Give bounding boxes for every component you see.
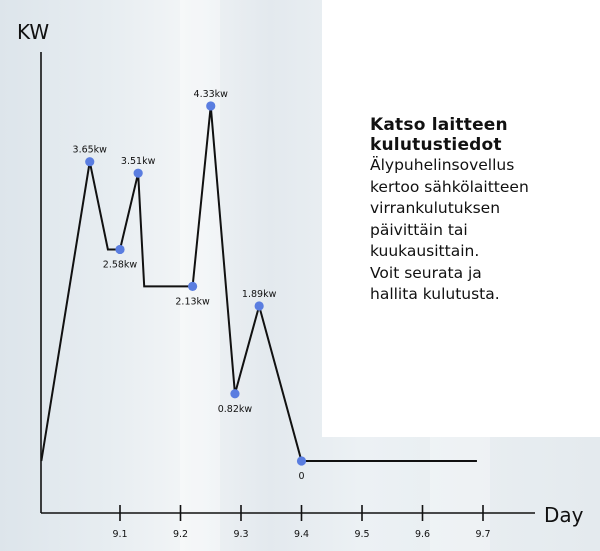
- data-point: [115, 244, 125, 255]
- data-label: 1.89kw: [242, 289, 277, 300]
- info-heading-line-1: Katso laitteen: [370, 115, 508, 135]
- x-tick-label: 9.6: [415, 529, 430, 540]
- data-point: [85, 157, 95, 167]
- data-label: 2.13kw: [175, 296, 210, 307]
- data-label: 2.58kw: [103, 259, 138, 270]
- info-text-block: Katso laitteen kulutustiedot Älypuhelins…: [370, 115, 595, 306]
- data-label: 0.82kw: [218, 404, 253, 415]
- data-labels: 3.65kw 2.58kw 3.51kw 2.13kw 4.33kw 0.82kw 1.89…: [73, 89, 305, 482]
- data-points: [85, 101, 307, 466]
- data-point: [230, 389, 240, 399]
- info-body-line: virrankulutuksen: [370, 199, 501, 217]
- y-axis-title: KW: [17, 20, 49, 44]
- x-tick-label: 9.1: [112, 529, 127, 540]
- x-tick-label: 9.5: [354, 529, 369, 540]
- series-line: [40, 105, 477, 462]
- data-point: [188, 281, 198, 291]
- data-point: [296, 456, 307, 466]
- x-tick-label: 9.3: [233, 529, 248, 540]
- data-point: [133, 168, 143, 178]
- background-light-band: [180, 0, 220, 551]
- x-tick-label: 9.2: [173, 529, 188, 540]
- x-axis-title: Day: [544, 503, 584, 527]
- x-ticks: 9.1 9.2 9.3 9.4 9.5 9.6 9.7: [112, 505, 491, 540]
- x-tick-label: 9.4: [294, 529, 309, 540]
- data-point: [206, 101, 216, 111]
- data-label: 3.65kw: [73, 145, 108, 156]
- data-label: 0: [298, 471, 304, 482]
- text-panel: [322, 0, 600, 437]
- data-label: 4.33kw: [194, 89, 229, 100]
- x-tick-label: 9.7: [475, 529, 490, 540]
- info-body-line: Älypuhelinsovellus: [370, 156, 515, 174]
- info-body-line: kertoo sähkölaitteen: [370, 177, 529, 196]
- info-body-line: Voit seurata ja: [370, 263, 482, 282]
- data-point: [254, 301, 264, 311]
- info-body-line: päivittäin tai: [370, 220, 468, 239]
- info-body-line: kuukausittain.: [370, 242, 480, 260]
- data-label: 3.51kw: [121, 156, 156, 167]
- info-heading-line-2: kulutustiedot: [370, 135, 502, 155]
- info-body-line: hallita kulutusta.: [370, 285, 500, 303]
